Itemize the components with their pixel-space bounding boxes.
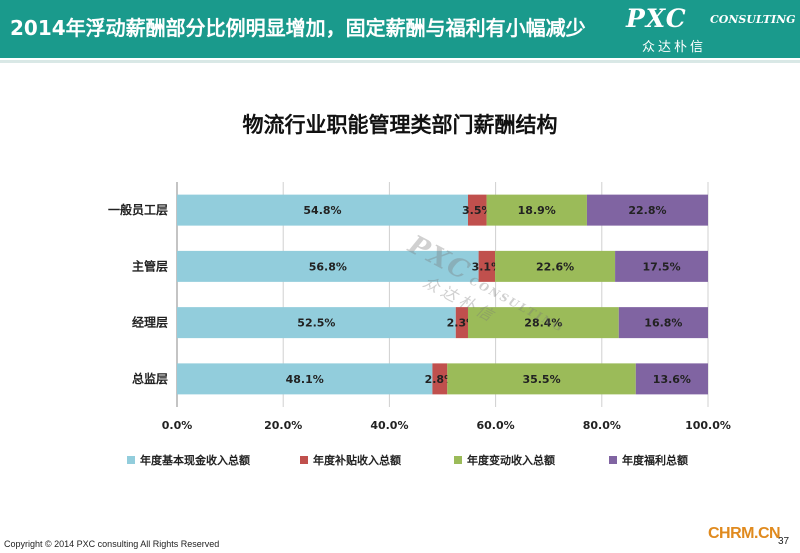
bar-segment [447, 363, 636, 395]
x-tick-label: 40.0% [370, 419, 408, 432]
data-label: 16.8% [644, 317, 682, 330]
bar-segment [478, 250, 496, 282]
data-label: 18.9% [518, 204, 556, 217]
x-tick-label: 100.0% [685, 419, 731, 432]
logo-subtext: CONSULTING [710, 13, 796, 26]
bar-segment [486, 194, 587, 226]
copyright-notice: Copyright © 2014 PXC consulting All Righ… [4, 539, 220, 549]
data-label: 13.6% [653, 373, 691, 386]
legend-label: 年度福利总额 [622, 453, 688, 467]
bar-segment [177, 194, 468, 226]
data-label: 52.5% [297, 317, 335, 330]
bar-segment [635, 363, 708, 395]
bar-segment [615, 250, 708, 282]
bar-segment [177, 307, 456, 339]
data-label: 35.5% [522, 373, 560, 386]
site-logo: CHRM.CN [708, 525, 781, 542]
legend-swatch [127, 456, 135, 464]
legend-label: 年度补贴收入总额 [313, 453, 401, 467]
chart-title: 物流行业职能管理类部门薪酬结构 [243, 113, 558, 137]
page-title: 2014年浮动薪酬部分比例明显增加，固定薪酬与福利有小幅减少 [10, 16, 586, 40]
logo-chinese-name: 众达朴信 [642, 40, 707, 55]
header-divider [0, 60, 800, 63]
data-label: 56.8% [309, 260, 347, 273]
bar-segment [467, 307, 619, 339]
legend-swatch [609, 456, 617, 464]
category-label: 总监层 [132, 371, 168, 386]
bar-segment [586, 194, 708, 226]
bar-segment [467, 194, 487, 226]
data-label: 28.4% [524, 317, 562, 330]
data-label: 54.8% [303, 204, 341, 217]
category-label: 主管层 [132, 258, 168, 273]
bar-segment [495, 250, 616, 282]
company-logo: PXC CONSULTING 众达朴信 [626, 4, 796, 56]
legend-swatch [300, 456, 308, 464]
data-label: 3.5% [462, 204, 493, 217]
legend-label: 年度变动收入总额 [467, 453, 555, 467]
x-tick-label: 20.0% [264, 419, 302, 432]
bar-segment [455, 307, 468, 339]
x-tick-label: 80.0% [583, 419, 621, 432]
bar-segment [432, 363, 448, 395]
data-label: 17.5% [642, 260, 680, 273]
legend-swatch [454, 456, 462, 464]
data-label: 3.1% [472, 260, 503, 273]
header-bar: 2014年浮动薪酬部分比例明显增加，固定薪酬与福利有小幅减少 PXC CONSU… [0, 0, 800, 58]
category-label: 一般员工层 [108, 202, 168, 217]
category-label: 经理层 [132, 315, 168, 330]
stacked-bar-chart: 物流行业职能管理类部门薪酬结构 0.0% 20.0% 40.0% 60.0% 80.0% 1… [108, 113, 731, 467]
x-tick-label: 0.0% [162, 419, 193, 432]
bar-segment [177, 250, 479, 282]
data-label: 22.8% [628, 204, 666, 217]
legend-label: 年度基本现金收入总额 [140, 453, 250, 467]
data-label: 48.1% [286, 373, 324, 386]
data-label: 22.6% [536, 260, 574, 273]
bar-segment [177, 363, 433, 395]
logo-text: PXC [626, 4, 687, 33]
page-number: 37 [778, 536, 790, 547]
x-tick-label: 60.0% [477, 419, 515, 432]
bar-segment [618, 307, 708, 339]
